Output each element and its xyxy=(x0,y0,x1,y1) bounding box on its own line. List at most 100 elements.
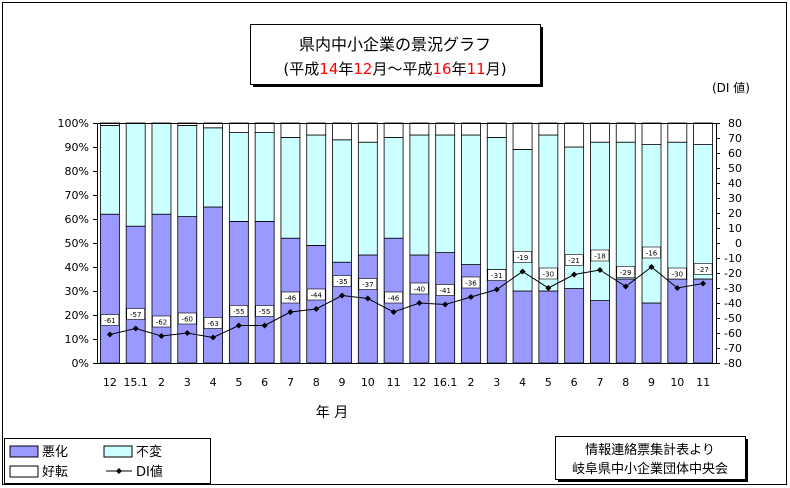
x-tick-label: 3 xyxy=(184,376,191,389)
di-label-box xyxy=(126,308,145,320)
legend: 悪化 不変 好転 DI値 xyxy=(4,438,211,484)
bar-unchanged xyxy=(203,127,223,208)
bar-worse xyxy=(564,288,585,364)
di-point xyxy=(674,285,681,291)
x-tick-label: 2 xyxy=(467,376,474,389)
bar-worse xyxy=(590,300,610,364)
di-point xyxy=(648,264,655,270)
di-point xyxy=(184,330,191,336)
bar-worse xyxy=(357,254,378,364)
bar-better xyxy=(564,122,585,148)
bar-unchanged xyxy=(254,132,275,222)
legend-label-better: 好転 xyxy=(42,465,68,480)
y-tick-label-right: 40 xyxy=(728,177,742,190)
di-point xyxy=(132,325,139,332)
di-point xyxy=(596,267,603,273)
x-tick-label: 12 xyxy=(103,376,117,389)
bar-worse xyxy=(409,254,430,364)
di-label-box xyxy=(229,305,249,317)
y-tick-label-left: 90% xyxy=(65,141,89,154)
bar-unchanged xyxy=(486,136,507,270)
y-tick-label-left: 30% xyxy=(65,285,89,298)
y-tick-label-left: 100% xyxy=(58,117,89,130)
di-label-box xyxy=(100,314,120,326)
di-point xyxy=(442,301,449,308)
bar-worse xyxy=(254,220,275,364)
di-data-label: -30 xyxy=(543,271,554,279)
di-label-box xyxy=(539,267,558,280)
di-label-box xyxy=(203,317,223,329)
bar-unchanged xyxy=(590,141,610,301)
bar-unchanged xyxy=(357,141,378,256)
di-data-label: -62 xyxy=(156,319,167,327)
bar-better xyxy=(693,122,714,146)
y-tick-label-right: -70 xyxy=(724,342,742,355)
bar-worse xyxy=(538,290,559,364)
di-data-label: -44 xyxy=(311,292,323,300)
plot-frame xyxy=(97,123,717,364)
y-tick-label-left: 60% xyxy=(65,213,89,226)
source-box-border xyxy=(555,436,746,480)
bar-better xyxy=(461,122,481,136)
bar-worse xyxy=(667,278,688,364)
di-point xyxy=(210,334,217,341)
di-data-label: -19 xyxy=(517,254,528,262)
bar-unchanged xyxy=(641,144,662,304)
x-tick-label: 11 xyxy=(696,376,710,389)
subtitle-part-2: 年 xyxy=(338,60,353,78)
di-data-label: -31 xyxy=(491,272,502,280)
bar-unchanged xyxy=(125,122,146,227)
legend-marker-di xyxy=(116,468,122,474)
bars-layer xyxy=(99,122,714,364)
bar-better xyxy=(409,122,430,136)
di-label-box xyxy=(693,263,713,275)
di-label-box xyxy=(590,249,610,262)
legend-swatch-better xyxy=(9,465,39,478)
chart-title: 県内中小企業の景況グラフ xyxy=(299,35,491,54)
di-data-label: -21 xyxy=(568,257,579,265)
y-tick-label-left: 50% xyxy=(65,237,89,250)
source-box: 情報連絡票集計表より 岐阜県中小企業団体中央会 xyxy=(555,436,748,482)
di-label-box xyxy=(410,282,429,295)
bar-worse xyxy=(435,252,456,364)
di-point xyxy=(700,280,707,287)
di-point xyxy=(261,322,268,329)
subtitle-part-7: 11 xyxy=(467,60,486,78)
bar-unchanged xyxy=(332,139,352,263)
x-tick-label: 6 xyxy=(261,376,268,389)
di-point xyxy=(287,309,294,315)
x-tick-label: 8 xyxy=(313,376,320,389)
bar-better xyxy=(435,122,456,136)
x-tick-label: 6 xyxy=(571,376,578,389)
di-point xyxy=(106,331,113,338)
y-tick-label-right: 50 xyxy=(728,162,742,175)
y-tick-label-right: -40 xyxy=(724,297,742,310)
di-data-label: -55 xyxy=(233,308,244,316)
di-data-label: -40 xyxy=(414,286,425,294)
di-data-label: -35 xyxy=(336,278,347,286)
y-tick-label-right: -20 xyxy=(724,267,742,280)
di-label-box xyxy=(384,291,403,304)
di-label-box xyxy=(513,251,532,263)
y-tick-label-right: -80 xyxy=(724,357,742,370)
di-label-box xyxy=(564,254,584,266)
di-data-label: -37 xyxy=(362,281,373,289)
x-tick-label: 5 xyxy=(545,376,552,389)
di-data-label: -16 xyxy=(646,250,658,258)
y-tick-label-right: -60 xyxy=(724,327,742,340)
bar-better xyxy=(332,122,352,141)
di-label-box xyxy=(306,288,326,301)
di-point xyxy=(467,294,474,300)
di-data-label: -36 xyxy=(465,280,477,288)
bar-better xyxy=(590,122,610,143)
bar-worse xyxy=(125,225,146,364)
source-line-1: 情報連絡票集計表より xyxy=(585,442,715,458)
bar-worse xyxy=(486,268,507,364)
bar-better xyxy=(667,122,688,143)
y-tick-label-left: 40% xyxy=(65,261,89,274)
subtitle-part-4: 月～平成 xyxy=(372,60,432,78)
bar-better xyxy=(383,122,404,138)
x-tick-label: 4 xyxy=(519,376,526,389)
